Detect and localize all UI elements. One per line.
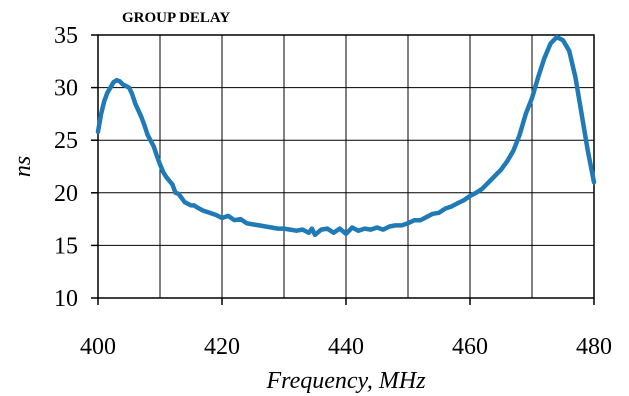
grid-lines [98,35,594,298]
y-tick-label-20: 20 [54,181,78,207]
axis-ticks [91,34,595,305]
series-group [95,34,597,238]
y-tick-label-35: 35 [54,23,78,49]
x-tick-label-460: 460 [452,334,488,360]
x-tick-label-400: 400 [80,334,116,360]
series-line-0 [95,34,597,238]
y-tick-label-10: 10 [54,286,78,312]
x-axis-title: Frequency, MHz [265,368,426,394]
y-tick-label-15: 15 [54,233,78,259]
y-tick-label-30: 30 [54,76,78,102]
y-axis-title: ns [10,156,36,177]
x-tick-label-420: 420 [204,334,240,360]
x-tick-label-440: 440 [328,334,364,360]
x-tick-label-480: 480 [576,334,612,360]
chart-title: GROUP DELAY [122,10,230,26]
y-tick-label-25: 25 [54,128,78,154]
tick-labels: 400 420 440 460 480 10 15 20 25 30 35 [54,23,612,360]
